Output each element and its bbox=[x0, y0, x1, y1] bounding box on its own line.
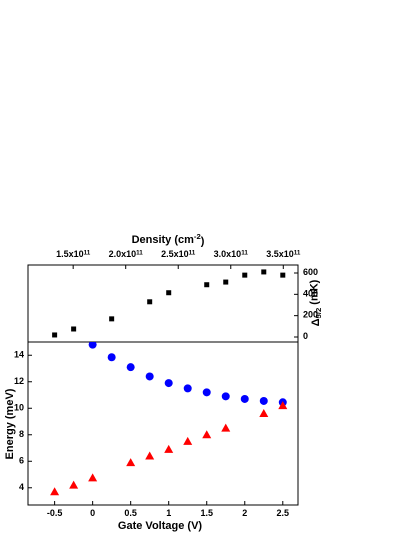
triangle-marker bbox=[88, 473, 98, 482]
x-tick-label: 0 bbox=[90, 508, 95, 518]
y2-tick-label: 200 bbox=[303, 310, 318, 320]
square-marker bbox=[109, 316, 115, 322]
y-tick-label: 6 bbox=[19, 456, 24, 466]
triangle-marker bbox=[164, 444, 174, 453]
circle-marker bbox=[259, 396, 268, 405]
x-tick-label: 0.5 bbox=[124, 508, 137, 518]
square-marker bbox=[71, 326, 77, 332]
square-marker bbox=[223, 279, 229, 285]
triangle-marker bbox=[126, 458, 136, 467]
circle-marker bbox=[145, 372, 154, 381]
x2-tick-label: 2.0x1011 bbox=[109, 249, 144, 259]
circle-marker bbox=[221, 392, 230, 401]
x-axis-title: Gate Voltage (V) bbox=[118, 520, 202, 532]
top-panel-frame bbox=[27, 264, 299, 343]
y-tick-label: 4 bbox=[19, 482, 24, 492]
triangle-marker bbox=[259, 409, 269, 418]
x2-tick-label: 1.5x1011 bbox=[56, 249, 91, 259]
y2-tick-label: 400 bbox=[303, 289, 318, 299]
triangle-marker bbox=[145, 451, 155, 460]
plot-area bbox=[52, 269, 286, 338]
y-tick-label: 10 bbox=[14, 403, 24, 413]
circle-marker bbox=[164, 379, 173, 388]
triangle-marker bbox=[183, 436, 193, 445]
triangle-marker bbox=[50, 487, 60, 496]
x-tick-label: 2.5 bbox=[277, 508, 290, 518]
circle-marker bbox=[88, 342, 97, 349]
y2-tick-label: 600 bbox=[303, 267, 318, 277]
y-axis-title: Energy (meV) bbox=[4, 388, 16, 459]
y2-tick-label: 0 bbox=[303, 331, 308, 341]
circle-marker bbox=[183, 384, 192, 393]
y-tick-label: 14 bbox=[14, 350, 24, 360]
square-marker bbox=[280, 272, 286, 278]
square-marker bbox=[166, 290, 172, 296]
x-tick-label: -0.5 bbox=[47, 508, 63, 518]
triangle-marker bbox=[202, 430, 212, 439]
x2-tick-label: 2.5x1011 bbox=[161, 249, 196, 259]
top-axis-title: Density (cm-2) bbox=[132, 232, 205, 247]
circle-marker bbox=[240, 394, 249, 403]
square-marker bbox=[147, 299, 153, 305]
circle-marker bbox=[202, 388, 211, 397]
triangle-marker bbox=[69, 480, 79, 489]
right-axis-title: Δ5/2 (mK) bbox=[309, 279, 324, 326]
circle-marker bbox=[107, 353, 116, 362]
square-marker bbox=[261, 269, 267, 275]
triangle-marker bbox=[278, 401, 288, 410]
y-tick-label: 8 bbox=[19, 429, 24, 439]
square-marker bbox=[52, 332, 58, 338]
x2-tick-label: 3.0x1011 bbox=[214, 249, 249, 259]
x2-tick-label: 3.5x1011 bbox=[266, 249, 301, 259]
triangle-marker bbox=[221, 423, 231, 432]
bottom-panel-frame bbox=[27, 341, 299, 506]
circle-marker bbox=[126, 363, 135, 372]
plot-area bbox=[50, 342, 288, 496]
square-marker bbox=[204, 282, 210, 288]
y-tick-label: 12 bbox=[14, 376, 24, 386]
x-tick-label: 1.5 bbox=[200, 508, 213, 518]
x-tick-label: 2 bbox=[242, 508, 247, 518]
x-tick-label: 1 bbox=[166, 508, 171, 518]
square-marker bbox=[242, 272, 248, 278]
